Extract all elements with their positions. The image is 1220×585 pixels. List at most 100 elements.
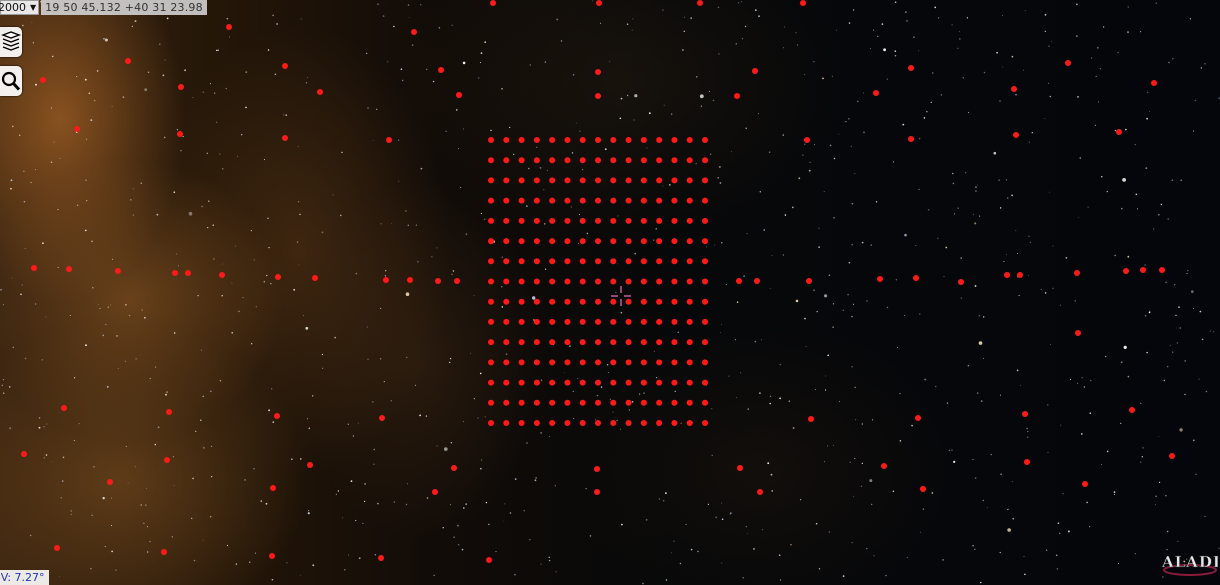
- catalog-marker[interactable]: [549, 137, 556, 143]
- catalog-marker[interactable]: [488, 379, 494, 386]
- catalog-marker[interactable]: [656, 278, 663, 285]
- catalog-marker[interactable]: [564, 339, 571, 346]
- catalog-marker[interactable]: [378, 555, 384, 561]
- catalog-marker[interactable]: [61, 405, 67, 411]
- catalog-marker[interactable]: [579, 298, 586, 305]
- catalog-marker[interactable]: [185, 270, 191, 276]
- catalog-marker[interactable]: [488, 298, 494, 305]
- catalog-marker[interactable]: [383, 277, 389, 283]
- catalog-marker[interactable]: [610, 359, 617, 366]
- catalog-marker[interactable]: [518, 137, 525, 143]
- catalog-marker[interactable]: [161, 549, 167, 555]
- catalog-marker[interactable]: [596, 0, 602, 6]
- catalog-marker[interactable]: [518, 238, 525, 245]
- catalog-marker[interactable]: [686, 278, 693, 285]
- catalog-marker[interactable]: [1140, 267, 1146, 273]
- catalog-marker[interactable]: [915, 415, 921, 421]
- catalog-marker[interactable]: [1169, 453, 1175, 459]
- catalog-marker[interactable]: [702, 399, 708, 406]
- catalog-marker[interactable]: [702, 197, 708, 204]
- catalog-marker[interactable]: [549, 298, 556, 305]
- catalog-marker[interactable]: [686, 318, 693, 325]
- catalog-marker[interactable]: [656, 420, 663, 426]
- catalog-marker[interactable]: [702, 359, 708, 366]
- catalog-marker[interactable]: [269, 553, 275, 559]
- catalog-marker[interactable]: [488, 217, 494, 224]
- catalog-marker[interactable]: [564, 298, 571, 305]
- catalog-marker[interactable]: [488, 177, 494, 184]
- catalog-marker[interactable]: [579, 197, 586, 204]
- catalog-marker[interactable]: [312, 275, 318, 281]
- catalog-marker[interactable]: [686, 217, 693, 224]
- catalog-marker[interactable]: [579, 420, 586, 426]
- catalog-marker[interactable]: [610, 258, 617, 265]
- catalog-marker[interactable]: [873, 90, 879, 96]
- catalog-marker[interactable]: [549, 379, 556, 386]
- catalog-marker[interactable]: [518, 379, 525, 386]
- catalog-marker[interactable]: [270, 485, 276, 491]
- catalog-marker[interactable]: [595, 238, 601, 245]
- catalog-marker[interactable]: [549, 339, 556, 346]
- catalog-marker[interactable]: [757, 489, 763, 495]
- catalog-marker[interactable]: [595, 69, 601, 75]
- catalog-marker[interactable]: [640, 339, 647, 346]
- catalog-marker[interactable]: [1022, 411, 1028, 417]
- catalog-marker[interactable]: [595, 339, 601, 346]
- catalog-marker[interactable]: [549, 177, 556, 184]
- catalog-marker[interactable]: [625, 238, 632, 245]
- catalog-marker[interactable]: [610, 157, 617, 164]
- catalog-marker[interactable]: [549, 399, 556, 406]
- catalog-marker[interactable]: [488, 420, 494, 426]
- catalog-marker[interactable]: [595, 278, 601, 285]
- catalog-marker[interactable]: [503, 137, 510, 143]
- catalog-marker[interactable]: [533, 420, 540, 426]
- catalog-marker[interactable]: [656, 379, 663, 386]
- catalog-marker[interactable]: [595, 137, 601, 143]
- catalog-marker[interactable]: [486, 557, 492, 563]
- catalog-marker[interactable]: [549, 318, 556, 325]
- catalog-marker[interactable]: [686, 399, 693, 406]
- catalog-marker[interactable]: [610, 339, 617, 346]
- catalog-marker[interactable]: [488, 278, 494, 285]
- catalog-marker[interactable]: [881, 463, 887, 469]
- catalog-marker[interactable]: [734, 93, 740, 99]
- catalog-marker[interactable]: [610, 217, 617, 224]
- catalog-marker[interactable]: [579, 379, 586, 386]
- catalog-marker[interactable]: [656, 157, 663, 164]
- catalog-marker[interactable]: [564, 217, 571, 224]
- catalog-marker[interactable]: [625, 177, 632, 184]
- catalog-marker[interactable]: [702, 339, 708, 346]
- catalog-marker[interactable]: [908, 65, 914, 71]
- catalog-marker[interactable]: [564, 359, 571, 366]
- catalog-marker[interactable]: [518, 157, 525, 164]
- catalog-marker[interactable]: [172, 270, 178, 276]
- catalog-marker[interactable]: [503, 278, 510, 285]
- catalog-marker[interactable]: [503, 298, 510, 305]
- catalog-marker[interactable]: [610, 420, 617, 426]
- catalog-marker[interactable]: [564, 278, 571, 285]
- catalog-marker[interactable]: [564, 258, 571, 265]
- catalog-marker[interactable]: [282, 63, 288, 69]
- catalog-marker[interactable]: [1011, 86, 1017, 92]
- catalog-marker[interactable]: [456, 92, 462, 98]
- catalog-marker[interactable]: [564, 137, 571, 143]
- catalog-marker[interactable]: [686, 420, 693, 426]
- catalog-marker[interactable]: [610, 379, 617, 386]
- catalog-marker[interactable]: [503, 217, 510, 224]
- catalog-marker[interactable]: [800, 0, 806, 6]
- catalog-marker[interactable]: [1075, 330, 1081, 336]
- catalog-marker[interactable]: [31, 265, 37, 271]
- catalog-marker[interactable]: [656, 258, 663, 265]
- catalog-marker[interactable]: [671, 278, 678, 285]
- catalog-marker[interactable]: [564, 238, 571, 245]
- catalog-marker[interactable]: [488, 318, 494, 325]
- catalog-marker[interactable]: [594, 466, 600, 472]
- catalog-marker[interactable]: [1123, 268, 1129, 274]
- catalog-marker[interactable]: [640, 177, 647, 184]
- catalog-marker[interactable]: [411, 29, 417, 35]
- catalog-marker[interactable]: [533, 339, 540, 346]
- catalog-marker[interactable]: [564, 177, 571, 184]
- catalog-marker[interactable]: [21, 451, 27, 457]
- catalog-marker[interactable]: [307, 462, 313, 468]
- catalog-marker[interactable]: [533, 318, 540, 325]
